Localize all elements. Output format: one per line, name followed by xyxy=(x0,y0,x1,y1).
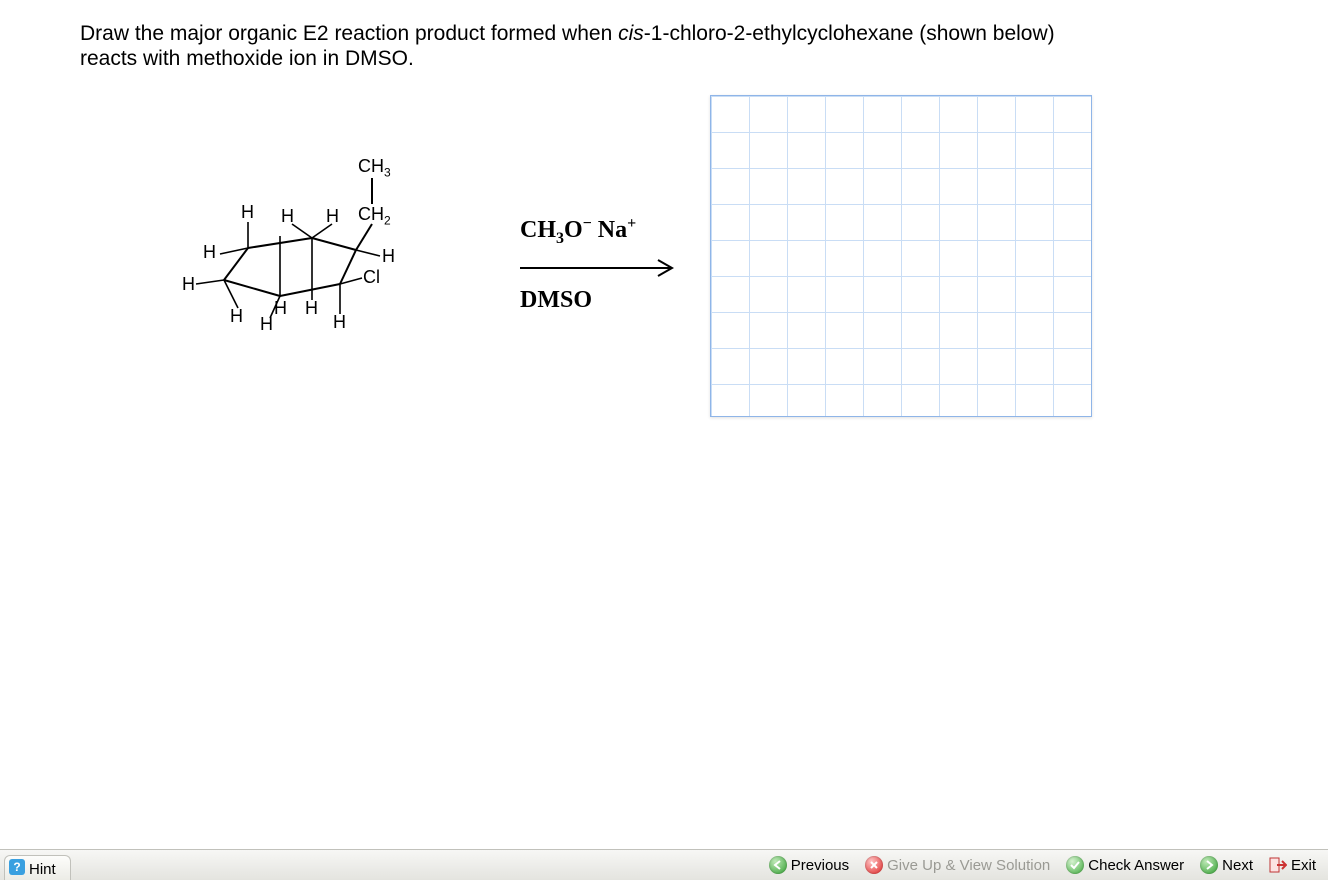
previous-button[interactable]: Previous xyxy=(765,854,853,876)
h-label-4: H xyxy=(382,246,395,267)
reaction-arrow xyxy=(520,257,680,279)
reaction-conditions: CH3O− Na+ DMSO xyxy=(520,215,690,335)
h-label-9: H xyxy=(182,274,195,295)
reagent-bottom: DMSO xyxy=(520,287,592,314)
check-icon xyxy=(1066,856,1084,874)
hint-button[interactable]: ? Hint xyxy=(4,855,71,880)
question-text: Draw the major organic E2 reaction produ… xyxy=(80,22,1080,72)
arrow-right-icon xyxy=(1200,856,1218,874)
h-label-8: H xyxy=(230,306,243,327)
r-3: 3 xyxy=(556,230,564,247)
bottom-bar-actions: Previous Give Up & View Solution Check A… xyxy=(765,850,1328,880)
reagent-top: CH3O− Na+ xyxy=(520,215,636,248)
hint-label: Hint xyxy=(29,861,56,878)
r-ch: CH xyxy=(520,217,556,243)
r-minus: − xyxy=(583,215,592,232)
check-answer-button[interactable]: Check Answer xyxy=(1062,854,1188,876)
close-icon xyxy=(865,856,883,874)
h-label-3: H xyxy=(281,206,294,227)
starting-material-structure: CH3 CH2 xyxy=(180,150,430,370)
r-na: Na xyxy=(592,217,627,243)
h-label-5b: H xyxy=(305,298,318,319)
drawing-canvas[interactable] xyxy=(710,95,1092,417)
h-label-5: H xyxy=(333,312,346,333)
exit-label: Exit xyxy=(1291,857,1316,874)
cl-label: Cl xyxy=(363,267,380,288)
question-italic: cis xyxy=(618,22,644,45)
r-plus: + xyxy=(627,215,636,232)
exit-button[interactable]: Exit xyxy=(1265,854,1320,876)
help-icon: ? xyxy=(9,859,25,875)
h-label-7: H xyxy=(260,314,273,335)
h-label-2: H xyxy=(203,242,216,263)
previous-label: Previous xyxy=(791,857,849,874)
exit-icon xyxy=(1269,856,1287,874)
give-up-button[interactable]: Give Up & View Solution xyxy=(861,854,1054,876)
h-label-6: H xyxy=(274,298,287,319)
bottom-bar: Previous Give Up & View Solution Check A… xyxy=(0,849,1328,880)
give-up-label: Give Up & View Solution xyxy=(887,857,1050,874)
arrow-left-icon xyxy=(769,856,787,874)
h-label-3b: H xyxy=(326,206,339,227)
next-label: Next xyxy=(1222,857,1253,874)
r-o: O xyxy=(564,217,583,243)
check-label: Check Answer xyxy=(1088,857,1184,874)
question-prefix: Draw the major organic E2 reaction produ… xyxy=(80,22,618,45)
h-label-1: H xyxy=(241,202,254,223)
next-button[interactable]: Next xyxy=(1196,854,1257,876)
